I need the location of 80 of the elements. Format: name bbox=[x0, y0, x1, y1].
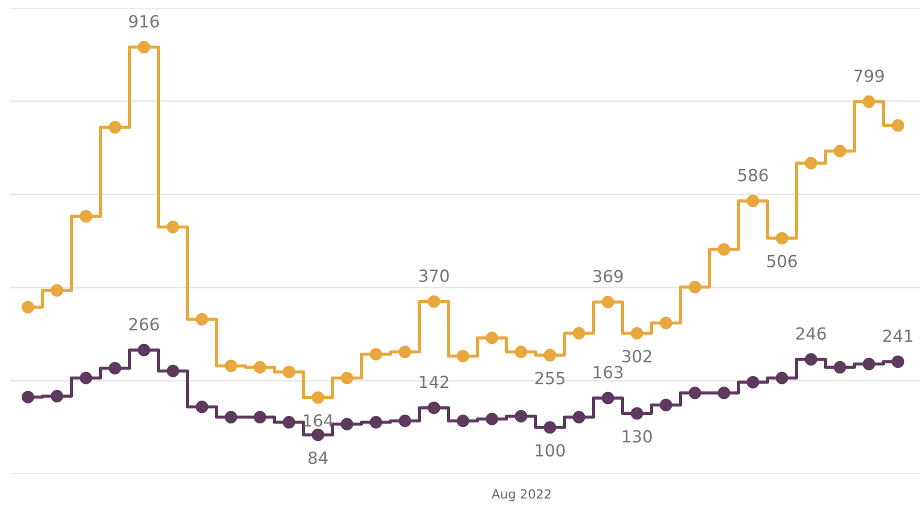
data-label: 255 bbox=[535, 372, 564, 384]
point bbox=[514, 346, 528, 358]
point bbox=[80, 210, 92, 223]
point bbox=[340, 418, 354, 430]
point bbox=[486, 332, 498, 344]
point bbox=[572, 327, 586, 340]
data-label: 586 bbox=[738, 168, 768, 182]
point bbox=[166, 220, 180, 234]
point bbox=[254, 410, 266, 424]
point bbox=[718, 243, 730, 256]
point bbox=[776, 372, 788, 384]
data-label: 916 bbox=[129, 15, 159, 28]
data-label: 84 bbox=[308, 451, 328, 464]
point bbox=[370, 348, 382, 360]
data-label: 130 bbox=[622, 430, 652, 443]
point bbox=[282, 416, 296, 429]
text: Aug 2022 bbox=[492, 489, 550, 502]
point bbox=[50, 284, 64, 297]
point bbox=[22, 300, 34, 314]
point bbox=[108, 121, 122, 134]
point bbox=[602, 392, 614, 404]
data-label: 163 bbox=[594, 366, 623, 379]
data-label: 266 bbox=[129, 318, 159, 331]
point bbox=[834, 361, 846, 374]
point bbox=[398, 346, 412, 358]
point bbox=[660, 316, 672, 330]
point bbox=[892, 119, 904, 132]
data-label: 370 bbox=[419, 269, 449, 282]
data-label: 241 bbox=[883, 330, 912, 342]
point bbox=[834, 144, 846, 158]
point bbox=[862, 358, 876, 370]
point bbox=[630, 327, 644, 340]
point bbox=[312, 428, 324, 442]
point bbox=[80, 372, 92, 384]
point bbox=[544, 348, 556, 362]
point bbox=[312, 391, 324, 404]
point bbox=[166, 364, 180, 378]
point bbox=[602, 296, 614, 308]
point bbox=[224, 360, 238, 372]
point bbox=[456, 350, 470, 362]
point bbox=[398, 414, 412, 428]
point bbox=[196, 313, 208, 326]
point bbox=[340, 372, 354, 384]
data-label: 246 bbox=[796, 327, 826, 340]
point bbox=[804, 156, 818, 170]
point bbox=[660, 398, 672, 412]
point bbox=[544, 421, 556, 434]
point bbox=[22, 390, 34, 404]
data-label: 142 bbox=[420, 376, 448, 388]
point bbox=[718, 386, 730, 400]
point bbox=[50, 390, 64, 402]
point bbox=[630, 407, 644, 420]
point bbox=[688, 280, 702, 294]
point bbox=[428, 295, 440, 308]
point bbox=[746, 194, 760, 208]
point bbox=[428, 402, 440, 414]
point bbox=[138, 344, 150, 356]
data-label: 506 bbox=[767, 254, 797, 268]
point bbox=[804, 353, 818, 366]
point bbox=[224, 410, 238, 424]
point bbox=[254, 361, 266, 374]
point bbox=[776, 232, 788, 244]
point bbox=[282, 366, 296, 378]
data-label: 100 bbox=[536, 444, 565, 457]
point bbox=[196, 400, 208, 414]
point bbox=[370, 416, 382, 429]
point bbox=[456, 414, 470, 428]
point bbox=[514, 410, 528, 422]
point bbox=[892, 355, 904, 368]
data-label: 369 bbox=[593, 270, 623, 283]
point bbox=[138, 40, 150, 54]
data-label: 799 bbox=[854, 70, 884, 82]
data-label: 164 bbox=[304, 414, 333, 427]
point bbox=[862, 95, 876, 108]
point bbox=[108, 362, 122, 374]
point bbox=[572, 410, 586, 424]
point bbox=[688, 386, 702, 400]
point bbox=[746, 376, 760, 388]
point bbox=[486, 412, 498, 426]
data-label: 302 bbox=[622, 350, 652, 362]
